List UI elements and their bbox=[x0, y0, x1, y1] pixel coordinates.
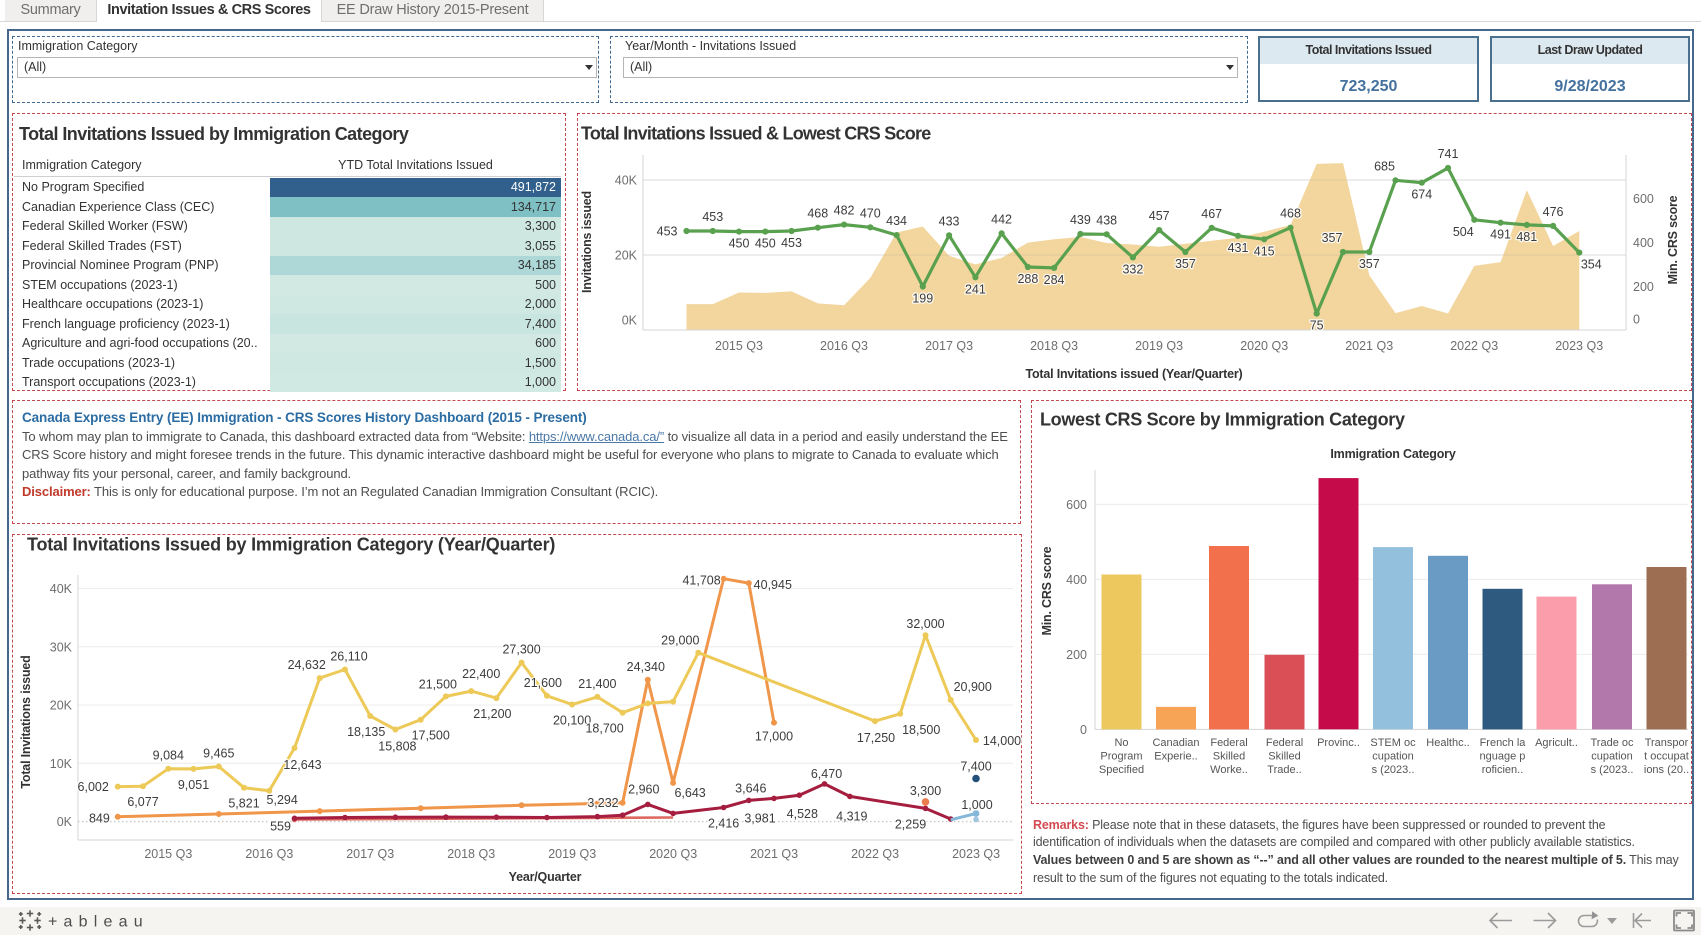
svg-text:+ableau: +ableau bbox=[48, 914, 149, 931]
